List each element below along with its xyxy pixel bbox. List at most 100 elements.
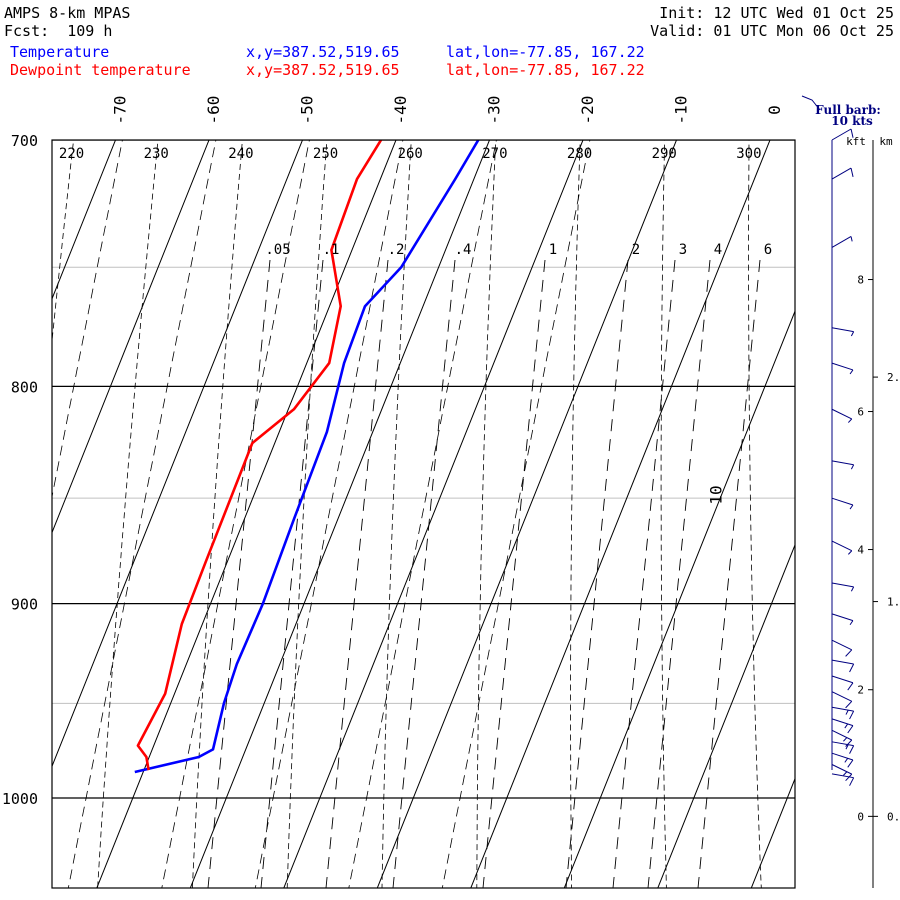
wind-barb-flag <box>845 700 853 709</box>
isotherm--20 <box>283 140 584 888</box>
wind-barb <box>831 497 854 506</box>
wind-barb-flag <box>847 418 853 423</box>
plot-frame <box>51 139 796 889</box>
isotherm-label--10: -10 <box>672 96 691 125</box>
moist-adiabat <box>161 140 310 888</box>
isotherm-10 <box>563 309 795 888</box>
isotherm--30 <box>189 140 491 888</box>
moist-adiabat <box>67 140 217 888</box>
latlon-dewpoint: lat,lon=-77.85, 167.22 <box>446 61 645 79</box>
adiabat-label-300: 300 <box>736 146 761 162</box>
dewpoint-profile <box>136 140 383 771</box>
wind-barb <box>831 675 854 684</box>
barb-key-icon <box>801 95 821 111</box>
wind-barb-flag <box>850 236 853 242</box>
mixing-ratio-line <box>207 259 271 888</box>
dry-adiabat-230 <box>97 140 159 888</box>
wind-barb <box>831 718 854 727</box>
wind-barb-flag <box>849 710 855 720</box>
wind-barb <box>831 128 852 141</box>
wind-barb <box>831 691 852 702</box>
kft-label-8: 8 <box>857 274 864 287</box>
adiabat-label-220: 220 <box>59 146 84 162</box>
wind-barb-flag <box>847 550 853 555</box>
legend-dewpoint: Dewpoint temperature <box>10 61 191 79</box>
wind-barb <box>831 167 852 180</box>
legend-temperature: Temperature <box>10 43 110 61</box>
mixing-ratio-line <box>260 259 324 888</box>
isotherm--50 <box>52 140 304 768</box>
wind-barb-flag <box>850 331 855 337</box>
mixing-ratio-line <box>392 259 456 888</box>
moist-adiabat <box>348 140 497 888</box>
wind-barb <box>831 773 854 779</box>
mixing-ratio-line <box>565 259 629 888</box>
wind-barb-flag <box>844 723 849 729</box>
wind-barb <box>831 582 854 588</box>
wind-barb-flag <box>843 737 848 742</box>
mixing-ratio-label: .05 <box>265 242 290 258</box>
isotherm-label--40: -40 <box>391 96 410 125</box>
isotherm-0 <box>470 140 771 888</box>
isotherm-label--50: -50 <box>298 96 317 125</box>
wind-barb-flag <box>847 759 854 768</box>
wind-barb-flag <box>849 504 854 510</box>
wind-barb <box>831 639 852 651</box>
wind-barb-flag <box>849 777 855 786</box>
isotherm-label--60: -60 <box>204 96 223 125</box>
moist-adiabat <box>254 140 404 888</box>
wind-barb <box>831 236 852 248</box>
mixing-ratio-line <box>647 259 711 888</box>
dry-adiabat-290 <box>660 140 667 888</box>
dry-adiabat-260 <box>381 140 412 888</box>
wind-barb <box>831 613 854 622</box>
pressure-label-1000: 1000 <box>2 790 38 808</box>
adiabat-label-280: 280 <box>567 146 592 162</box>
isotherm-label--20: -20 <box>578 96 597 125</box>
mixing-ratio-label: 4 <box>714 242 722 258</box>
wind-barb <box>831 408 852 420</box>
mixing-ratio-label: 2 <box>632 242 640 258</box>
model-title: AMPS 8-km MPAS <box>4 4 131 22</box>
wind-barb-flag <box>849 663 855 673</box>
mixing-ratio-label: .4 <box>455 242 472 258</box>
kft-label-4: 4 <box>857 544 864 557</box>
wind-barb <box>831 659 854 665</box>
isotherm--70 <box>52 140 117 301</box>
wind-barb <box>831 706 854 712</box>
dry-adiabat-250 <box>286 140 328 888</box>
wind-barb-flag <box>843 771 848 776</box>
wind-barb <box>831 752 854 761</box>
dry-adiabat-270 <box>476 140 497 888</box>
mixing-ratio-label: 1 <box>549 242 557 258</box>
wind-barb-flag <box>849 369 854 375</box>
wind-barb <box>831 764 852 775</box>
wind-barb-flag <box>847 725 854 734</box>
dry-adiabat-300 <box>748 140 762 888</box>
height-axis-kft-header: kft <box>846 135 866 148</box>
adiabat-label-250: 250 <box>313 146 338 162</box>
wind-barb-flag <box>850 168 854 178</box>
km-label-0.: 0. <box>887 810 900 823</box>
mixing-ratio-label: 6 <box>764 242 772 258</box>
barb-header-line2: 10 kts <box>831 114 873 128</box>
wind-barb-flag <box>850 586 855 592</box>
dry-adiabat-220 <box>52 140 75 345</box>
temperature-profile <box>134 140 480 774</box>
wind-barb <box>831 540 852 552</box>
adiabat-label-290: 290 <box>652 146 677 162</box>
pressure-label-800: 800 <box>11 378 38 396</box>
wind-barb <box>831 362 854 371</box>
isotherm-label--30: -30 <box>485 96 504 125</box>
kft-label-6: 6 <box>857 406 864 419</box>
mixing-ratio-label: .1 <box>323 242 340 258</box>
forecast-hour: Fcst: 109 h <box>4 22 113 40</box>
km-label-1.: 1. <box>887 596 900 609</box>
wind-barb-flag <box>845 709 849 715</box>
dry-adiabat-240 <box>191 140 243 888</box>
dry-adiabat-210 <box>0 0 10 900</box>
barb-header-line1: Full barb: <box>815 103 881 117</box>
adiabat-label-260: 260 <box>398 146 423 162</box>
wind-barb <box>831 729 852 741</box>
